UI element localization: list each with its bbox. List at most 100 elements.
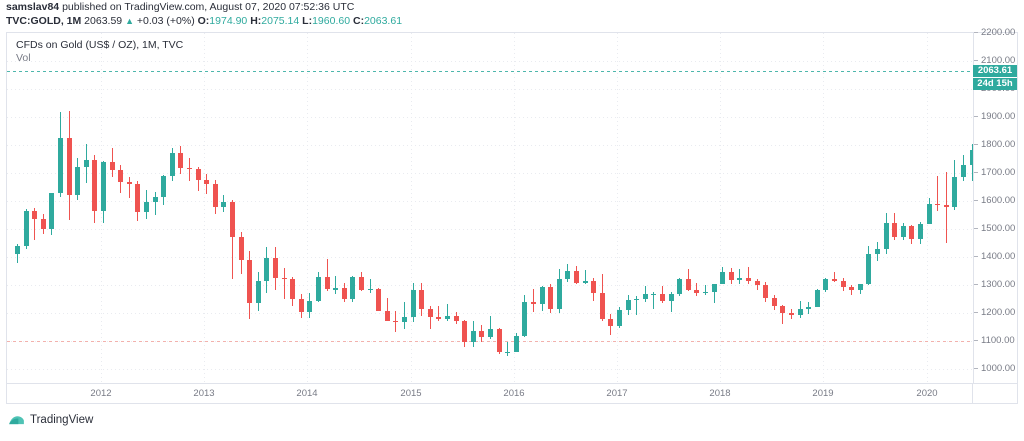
candle-body[interactable] [926, 204, 932, 225]
candle-body[interactable] [367, 288, 373, 291]
candle-body[interactable] [961, 164, 966, 177]
candle-body[interactable] [565, 270, 571, 279]
candle-body[interactable] [591, 280, 597, 293]
candle-body[interactable] [462, 320, 468, 343]
candle-body[interactable] [341, 288, 347, 299]
candle-body[interactable] [470, 331, 476, 343]
candle-body[interactable] [445, 315, 450, 319]
candle-body[interactable] [410, 289, 416, 318]
candle-body[interactable] [402, 317, 407, 322]
candle-body[interactable] [298, 298, 304, 312]
candle-body[interactable] [376, 288, 382, 311]
candle-body[interactable] [548, 286, 554, 310]
candle-body[interactable] [651, 293, 657, 295]
candle-body[interactable] [909, 225, 915, 240]
candle-body[interactable] [711, 284, 717, 293]
candle-body[interactable] [935, 204, 941, 206]
candle-body[interactable] [101, 162, 106, 211]
candle-body[interactable] [15, 246, 20, 255]
candle-body[interactable] [496, 329, 502, 352]
candle-body[interactable] [307, 300, 313, 312]
candle-body[interactable] [771, 298, 777, 307]
candle-body[interactable] [969, 150, 973, 165]
candle-body[interactable] [324, 277, 330, 290]
candle-body[interactable] [814, 290, 820, 307]
candle-body[interactable] [316, 277, 321, 301]
candle-body[interactable] [255, 281, 261, 304]
candle-body[interactable] [187, 167, 192, 170]
candle-body[interactable] [513, 335, 519, 352]
candle-body[interactable] [273, 258, 278, 278]
candle-body[interactable] [797, 308, 803, 316]
candle-body[interactable] [823, 279, 829, 291]
candle-body[interactable] [660, 293, 665, 302]
candle-body[interactable] [23, 211, 29, 247]
candle-body[interactable] [135, 183, 141, 213]
candle-body[interactable] [333, 288, 339, 290]
candle-body[interactable] [625, 299, 631, 310]
candle-body[interactable] [746, 278, 751, 281]
candle-body[interactable] [720, 272, 726, 285]
candle-body[interactable] [488, 329, 493, 337]
candle-body[interactable] [789, 312, 794, 316]
candle-body[interactable] [83, 160, 89, 167]
candle-body[interactable] [32, 211, 38, 220]
candle-body[interactable] [556, 278, 562, 310]
candle-body[interactable] [144, 201, 149, 213]
candle-body[interactable] [892, 223, 898, 237]
candle-body[interactable] [677, 278, 683, 294]
candle-body[interactable] [849, 287, 855, 290]
candle-body[interactable] [806, 306, 812, 309]
candle-body[interactable] [866, 254, 872, 284]
candle-body[interactable] [754, 280, 760, 286]
candle-body[interactable] [617, 309, 622, 327]
candle-body[interactable] [685, 278, 691, 290]
candle-body[interactable] [840, 281, 846, 288]
candle-body[interactable] [290, 278, 296, 299]
candle-body[interactable] [599, 292, 605, 320]
candle-body[interactable] [204, 180, 210, 185]
candle-body[interactable] [608, 319, 614, 327]
candle-body[interactable] [126, 181, 132, 184]
candle-body[interactable] [505, 351, 511, 354]
candle-body[interactable] [238, 236, 244, 261]
candle-body[interactable] [359, 277, 364, 291]
candle-body[interactable] [109, 162, 115, 171]
time-axis[interactable]: 2012 2013 2014 2015 2016 2017 2018 2019 2020 [7, 383, 1017, 404]
candle-body[interactable] [230, 201, 235, 237]
candle-body[interactable] [668, 293, 674, 302]
candle-body[interactable] [582, 280, 588, 283]
candle-body[interactable] [178, 152, 184, 168]
candle-body[interactable] [427, 309, 433, 317]
candle-body[interactable] [943, 205, 949, 208]
candle-body[interactable] [453, 315, 459, 321]
candle-body[interactable] [221, 201, 227, 208]
candle-body[interactable] [384, 310, 390, 321]
candle-body[interactable] [247, 260, 253, 304]
candle-body[interactable] [522, 302, 528, 336]
candle-body[interactable] [918, 224, 923, 240]
candle-body[interactable] [350, 277, 356, 299]
chart-plot-area[interactable]: CFDs on Gold (US$ / OZ), 1M, TVC Vol [7, 33, 973, 383]
candle-body[interactable] [40, 219, 46, 229]
candle-body[interactable] [832, 279, 837, 282]
candle-body[interactable] [75, 166, 81, 196]
candle-body[interactable] [169, 152, 175, 177]
candle-body[interactable] [49, 193, 55, 229]
candle-body[interactable] [728, 272, 734, 280]
candle-body[interactable] [161, 176, 167, 198]
candle-body[interactable] [531, 302, 536, 304]
candle-body[interactable] [281, 277, 287, 279]
candle-body[interactable] [737, 278, 743, 280]
candle-body[interactable] [58, 137, 63, 194]
candle-body[interactable] [436, 316, 442, 319]
candle-body[interactable] [694, 289, 700, 294]
candle-body[interactable] [479, 331, 485, 337]
candle-body[interactable] [634, 299, 640, 301]
candle-body[interactable] [574, 270, 579, 283]
candle-body[interactable] [264, 258, 270, 282]
candle-body[interactable] [118, 170, 124, 182]
candle-body[interactable] [66, 137, 72, 196]
candle-body[interactable] [195, 169, 201, 181]
candle-body[interactable] [703, 292, 708, 294]
